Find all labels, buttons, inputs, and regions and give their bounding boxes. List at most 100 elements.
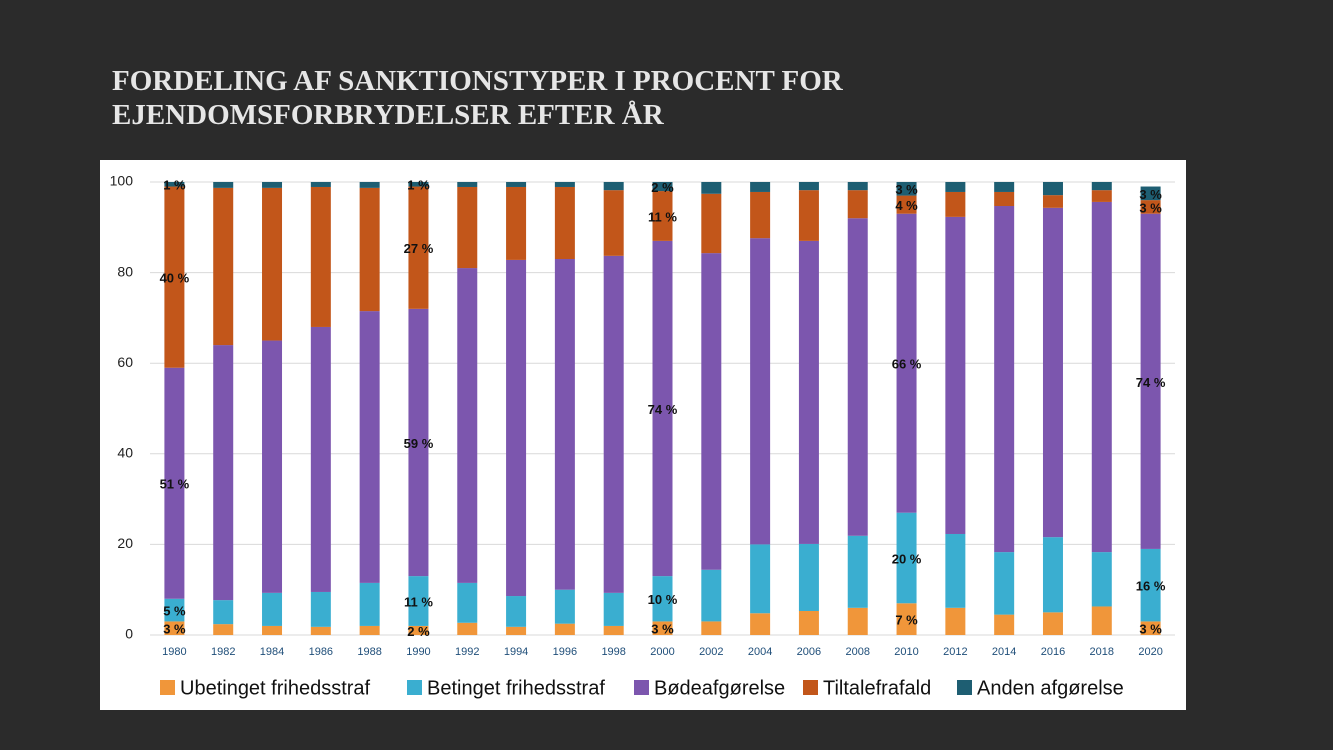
data-label: 3 % — [1139, 200, 1162, 215]
y-tick-label: 100 — [110, 173, 134, 189]
bar-segment — [408, 308, 429, 577]
data-label: 74 % — [648, 402, 678, 417]
data-label: 11 % — [404, 594, 433, 609]
bar-segment — [798, 543, 819, 611]
bar-segment — [994, 191, 1015, 207]
data-label: 4 % — [895, 198, 918, 213]
bar-segment — [359, 625, 380, 635]
bar-segment — [750, 544, 771, 614]
bar-segment — [1042, 182, 1063, 196]
legend-swatch — [160, 680, 175, 695]
bar-segment — [262, 340, 283, 593]
x-tick-label: 2008 — [845, 646, 869, 658]
bar-segment — [750, 613, 771, 635]
data-label: 51 % — [160, 477, 190, 492]
bar-segment — [457, 582, 478, 623]
x-tick-label: 1984 — [260, 646, 284, 658]
bar-segment — [1042, 537, 1063, 613]
bar-segment — [1091, 552, 1112, 607]
x-tick-label: 1980 — [162, 646, 186, 658]
bar-segment — [1091, 201, 1112, 553]
legend-label: Ubetinget frihedsstraf — [180, 677, 371, 699]
bar-segment — [213, 600, 234, 625]
bar-segment — [457, 622, 478, 635]
x-tick-label: 2006 — [797, 646, 821, 658]
x-tick-label: 2002 — [699, 646, 723, 658]
bar-segment — [554, 589, 575, 624]
y-tick-label: 80 — [117, 263, 133, 279]
data-label: 11 % — [648, 209, 677, 224]
bar-segment — [945, 533, 966, 608]
bar-segment — [847, 607, 868, 635]
bar-segment — [213, 624, 234, 635]
bar-segment — [847, 535, 868, 608]
x-tick-label: 1988 — [357, 646, 381, 658]
data-label: 1 % — [407, 178, 430, 193]
bar-segment — [506, 626, 527, 635]
bar-segment — [1140, 621, 1161, 635]
x-tick-label: 2020 — [1138, 646, 1162, 658]
bar-segment — [457, 268, 478, 583]
bar-segment — [750, 182, 771, 192]
data-label: 16 % — [1136, 579, 1166, 594]
bar-segment — [164, 598, 185, 622]
bar-segment — [262, 182, 283, 188]
bar-segment — [408, 625, 429, 635]
data-label: 2 % — [651, 180, 674, 195]
legend-label: Anden afgørelse — [977, 677, 1124, 699]
x-tick-label: 1992 — [455, 646, 479, 658]
legend-label: Bødeafgørelse — [654, 677, 785, 699]
bar-segment — [1091, 182, 1112, 191]
bar-segment — [1091, 190, 1112, 202]
data-label: 3 % — [1139, 187, 1162, 202]
bar-segment — [457, 182, 478, 187]
bar-segment — [164, 621, 185, 635]
bar-segment — [847, 182, 868, 191]
bar-segment — [1042, 195, 1063, 208]
bar-segment — [408, 182, 429, 187]
bar-segment — [603, 182, 624, 191]
bar-segment — [506, 182, 527, 187]
bar-segment — [310, 326, 331, 592]
bar-segment — [994, 614, 1015, 635]
bar-segment — [945, 182, 966, 192]
bar-segment — [603, 190, 624, 256]
bar-segment — [554, 186, 575, 260]
data-label: 66 % — [892, 357, 922, 372]
x-tick-label: 1994 — [504, 646, 528, 658]
data-label: 20 % — [892, 551, 922, 566]
bar-segment — [164, 182, 185, 187]
bar-segment — [359, 182, 380, 188]
bar-segment — [798, 610, 819, 635]
legend-swatch — [803, 680, 818, 695]
bar-segment — [359, 187, 380, 312]
bar-segment — [896, 213, 917, 513]
x-tick-label: 1996 — [553, 646, 577, 658]
x-tick-label: 2016 — [1041, 646, 1065, 658]
y-tick-label: 20 — [117, 535, 133, 551]
x-tick-label: 2012 — [943, 646, 967, 658]
bar-segment — [896, 195, 917, 214]
data-label: 10 % — [648, 592, 678, 607]
bar-segment — [603, 625, 624, 635]
x-tick-label: 2004 — [748, 646, 772, 658]
bar-segment — [994, 206, 1015, 553]
bar-segment — [896, 182, 917, 196]
legend-swatch — [407, 680, 422, 695]
data-label: 2 % — [407, 624, 430, 639]
bar-segment — [798, 190, 819, 241]
legend-swatch — [957, 680, 972, 695]
bar-segment — [798, 240, 819, 544]
data-label: 1 % — [163, 178, 186, 193]
bar-segment — [506, 259, 527, 597]
bar-segment — [554, 623, 575, 635]
bar-segment — [359, 582, 380, 626]
bar-segment — [945, 216, 966, 534]
bar-segment — [554, 182, 575, 187]
y-tick-label: 40 — [117, 445, 133, 461]
bar-segment — [164, 367, 185, 599]
x-tick-label: 2014 — [992, 646, 1016, 658]
bar-segment — [213, 345, 234, 601]
